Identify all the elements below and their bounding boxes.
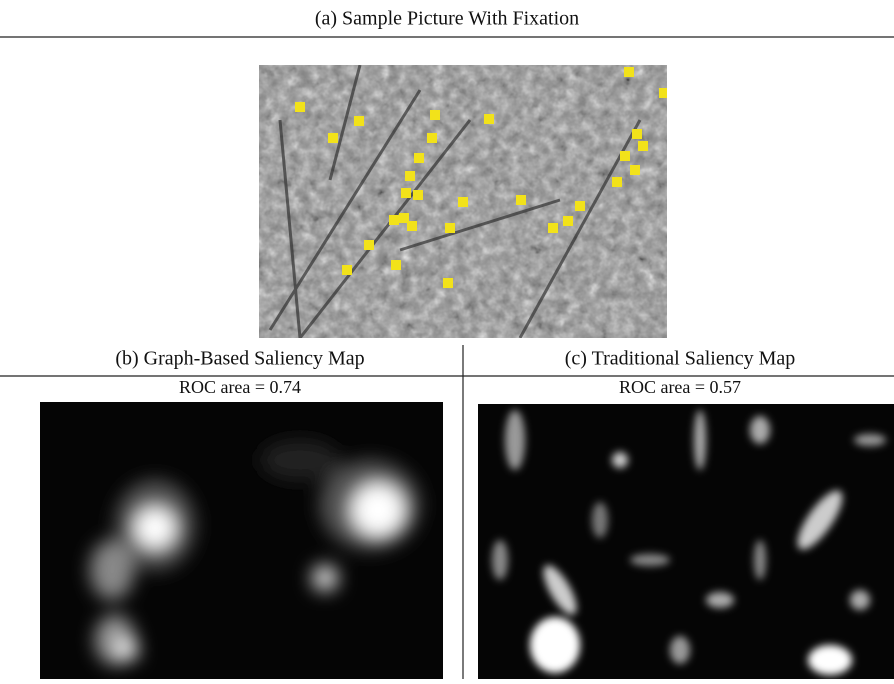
graph-saliency-map <box>40 402 443 679</box>
traditional-saliency-map <box>478 404 894 679</box>
sample-picture <box>259 65 667 338</box>
caption: (a) Sample Picture With Fixation <box>315 8 579 30</box>
metric: ROC area = 0.57 <box>619 377 741 397</box>
caption: (c) Traditional Saliency Map <box>565 348 796 370</box>
metric: ROC area = 0.74 <box>179 377 301 397</box>
caption: (b) Graph-Based Saliency Map <box>115 348 364 370</box>
